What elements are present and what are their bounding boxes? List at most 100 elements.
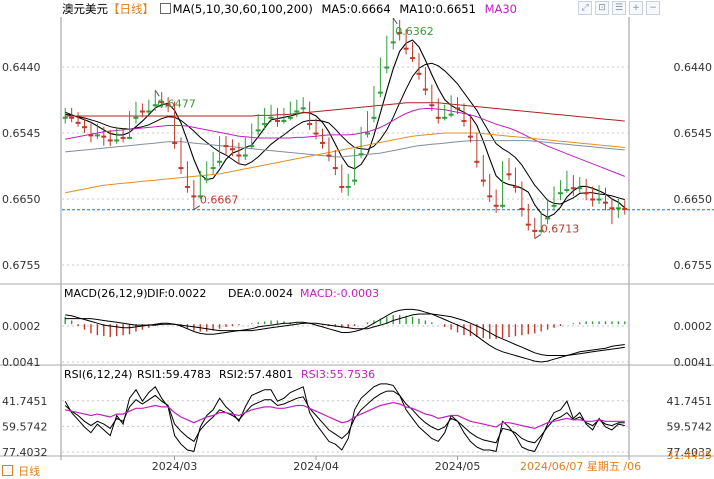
candle-body: [210, 167, 216, 170]
candle-body: [217, 160, 223, 163]
candle-body: [358, 153, 364, 156]
candle-body: [191, 195, 197, 198]
period-badge-label: 日线: [18, 465, 41, 478]
candle-body: [519, 207, 525, 210]
candle-body: [551, 204, 557, 207]
candle-body: [590, 198, 596, 201]
candle-body: [75, 121, 81, 124]
candle-body: [229, 148, 235, 151]
candle-body: [101, 135, 107, 138]
candle-body: [242, 154, 248, 157]
candle-body: [487, 195, 493, 198]
candle-body: [62, 116, 68, 119]
candle-body: [204, 178, 210, 181]
candle-body: [165, 104, 171, 107]
zoom-in-icon[interactable]: +: [629, 1, 643, 15]
rsi-axis-label-left: 59.5742: [2, 420, 48, 433]
macd-dif-line: [65, 308, 625, 363]
candle-body: [435, 116, 441, 119]
candle-body: [429, 104, 435, 107]
candle-body: [197, 195, 203, 198]
period-label[interactable]: 【日线】: [108, 2, 154, 16]
price-axis-label-left: 0.6755: [2, 259, 41, 272]
candle-body: [397, 31, 403, 34]
candle-body: [313, 132, 319, 135]
macd-axis-label-right: 0.0002: [674, 320, 713, 333]
layout-icon[interactable]: ☰: [612, 1, 626, 15]
candle-body: [512, 185, 518, 188]
candle-body: [455, 107, 461, 110]
chart-header: 澳元美元【日线】 MA(5,10,30,60,100,200) MA5:0.66…: [62, 1, 517, 17]
candle-body: [622, 207, 628, 210]
candle-body: [564, 189, 570, 192]
candle-body: [467, 135, 473, 138]
macd-dif-legend: DIF:0.0022: [147, 287, 206, 300]
ma-line-ma200: [65, 102, 625, 122]
price-axis-label-right: 0.6545: [674, 127, 713, 140]
candle-body: [236, 154, 242, 157]
candle-body: [461, 119, 467, 122]
zoom-out-icon[interactable]: −: [646, 1, 660, 15]
candle-body: [281, 119, 287, 122]
macd-axis-label-left: 0.0002: [2, 320, 41, 333]
candle-body: [596, 198, 602, 201]
candle-body: [384, 66, 390, 69]
candle-body: [609, 207, 615, 210]
candle-body: [422, 88, 428, 91]
candle-body: [307, 123, 313, 126]
candle-body: [345, 185, 351, 188]
ma-line-ma5: [64, 39, 626, 218]
candle-body: [184, 185, 190, 188]
candle-body: [287, 116, 293, 119]
date-axis-label: 2024/03: [152, 460, 198, 473]
candle-body: [416, 72, 422, 75]
ma-settings-icon[interactable]: [159, 3, 171, 14]
candle-body: [403, 47, 409, 50]
candle-body: [127, 136, 133, 139]
price-axis-label-left: 0.6650: [2, 193, 41, 206]
rsi-line-rsi2: [64, 390, 625, 444]
candle-body: [262, 123, 268, 126]
high-marker: [534, 234, 542, 240]
candle-body: [159, 101, 165, 104]
candle-body: [94, 134, 100, 137]
rsi-axis-label-right: 59.5742: [667, 420, 713, 433]
rsi-title: RSI(6,12,24): [64, 368, 132, 381]
ma-line-ma10: [65, 62, 625, 205]
candle-body: [114, 139, 120, 142]
candle-body: [570, 187, 576, 190]
price-axis-label-right: 0.6650: [674, 193, 713, 206]
candle-body: [69, 116, 75, 119]
candle-body: [545, 217, 551, 220]
rsi-line-rsi3: [65, 401, 625, 430]
expand-icon[interactable]: ⤢: [578, 1, 592, 15]
candle-body: [326, 154, 332, 157]
candle-body: [133, 116, 139, 119]
candle-body: [300, 107, 306, 110]
rsi-axis-min-label: 31.4495: [667, 449, 713, 462]
candle-body: [88, 134, 94, 137]
candle-body: [583, 192, 589, 195]
candle-body: [532, 229, 538, 232]
rsi2-legend: RSI2:57.4801: [219, 368, 293, 381]
rsi-axis-label-left: 41.7451: [2, 395, 48, 408]
ma-title: MA(5,10,30,60,100,200): [172, 2, 313, 16]
candle-body: [615, 207, 621, 210]
ma5-legend: MA5:0.6664: [321, 2, 391, 16]
candle-body: [249, 145, 255, 148]
rsi1-legend: RSI1:59.4783: [137, 368, 211, 381]
candle-body: [602, 201, 608, 204]
lock-icon[interactable]: ⊡: [595, 1, 609, 15]
low-annotation: 0.6362: [395, 25, 434, 38]
candle-body: [178, 167, 184, 170]
rsi-axis-label-right: 41.7451: [667, 395, 713, 408]
period-badge[interactable]: 日线: [2, 460, 50, 478]
candle-body: [500, 204, 506, 207]
candle-body: [577, 187, 583, 190]
candle-body: [319, 141, 325, 144]
candle-body: [255, 129, 261, 132]
date-axis-label: 2024/05: [435, 460, 481, 473]
candle-body: [365, 132, 371, 135]
